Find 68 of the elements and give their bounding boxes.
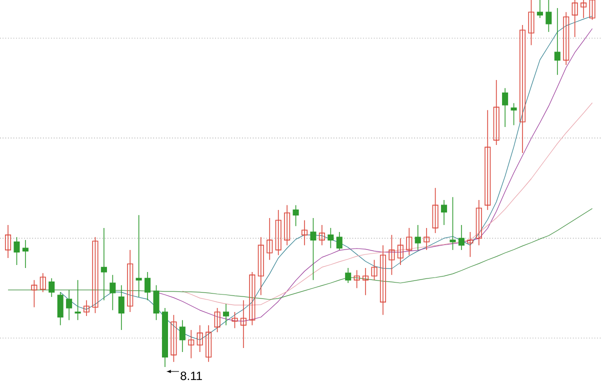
- candlestick: [170, 314, 177, 362]
- candlestick: [179, 320, 186, 352]
- candlestick: [441, 200, 448, 226]
- candlestick: [572, 0, 578, 38]
- candlestick: [153, 284, 160, 320]
- candlestick: [196, 324, 203, 352]
- candlestick: [284, 204, 290, 246]
- candlestick: [520, 24, 526, 154]
- candlestick: [66, 290, 72, 320]
- candlestick: [74, 280, 81, 320]
- candlestick: [214, 308, 220, 333]
- candlestick: [266, 218, 273, 260]
- candlestick: [406, 227, 412, 256]
- candlestick: [432, 187, 438, 234]
- candlestick: [310, 218, 316, 280]
- candlestick: [380, 244, 386, 316]
- candlestick: [580, 0, 587, 18]
- candlestick: [118, 284, 124, 330]
- candlestick: [31, 280, 38, 308]
- candlestick: [554, 8, 560, 76]
- candlestick: [14, 236, 20, 266]
- candlestick: [414, 224, 421, 250]
- candlestick: [292, 204, 299, 226]
- candlestick: [546, 0, 552, 32]
- candlestick: [188, 330, 194, 359]
- candlestick: [223, 303, 230, 326]
- candlestick: [100, 227, 107, 301]
- candlestick: [362, 268, 369, 296]
- candlestick: [336, 232, 342, 250]
- candlestick: [136, 214, 142, 298]
- candlestick: [127, 250, 134, 312]
- candlestick: [397, 238, 404, 266]
- candlestick: [476, 200, 482, 246]
- text: 8.11: [180, 372, 202, 380]
- candlestick: [510, 102, 517, 126]
- candlestick: [328, 227, 334, 248]
- candlestick: [232, 312, 238, 328]
- candlestick: [424, 227, 430, 250]
- candlestick: [493, 80, 500, 146]
- candlestick: [354, 270, 360, 288]
- candlestick: [528, 0, 534, 46]
- candlestick: [467, 232, 474, 258]
- candlestick: [206, 324, 212, 362]
- candlestick: [57, 292, 64, 326]
- candlestick: [388, 234, 395, 276]
- candlestick: [48, 278, 55, 298]
- candlestick: [83, 300, 90, 316]
- candlestick: [240, 300, 246, 348]
- candlestick: [92, 236, 98, 314]
- candlestick: [563, 12, 570, 66]
- candlestick: [258, 236, 264, 296]
- candlestick: [371, 259, 378, 280]
- candlestick: [275, 210, 282, 256]
- candlestick: [110, 274, 116, 311]
- candlestick: [450, 196, 456, 250]
- candlestick: [589, 0, 596, 20]
- candlestick: [22, 240, 28, 268]
- candlestick: [144, 272, 151, 301]
- candlestick: [40, 272, 46, 293]
- candlestick: [536, 0, 543, 18]
- candlestick: [249, 272, 256, 326]
- candlestick: [302, 220, 308, 246]
- candlestick: [502, 88, 508, 128]
- candlestick: [5, 224, 12, 258]
- candlestick: [345, 268, 352, 284]
- candlestick: [318, 224, 325, 246]
- candlestick: [484, 110, 491, 210]
- candlestick: [458, 224, 464, 250]
